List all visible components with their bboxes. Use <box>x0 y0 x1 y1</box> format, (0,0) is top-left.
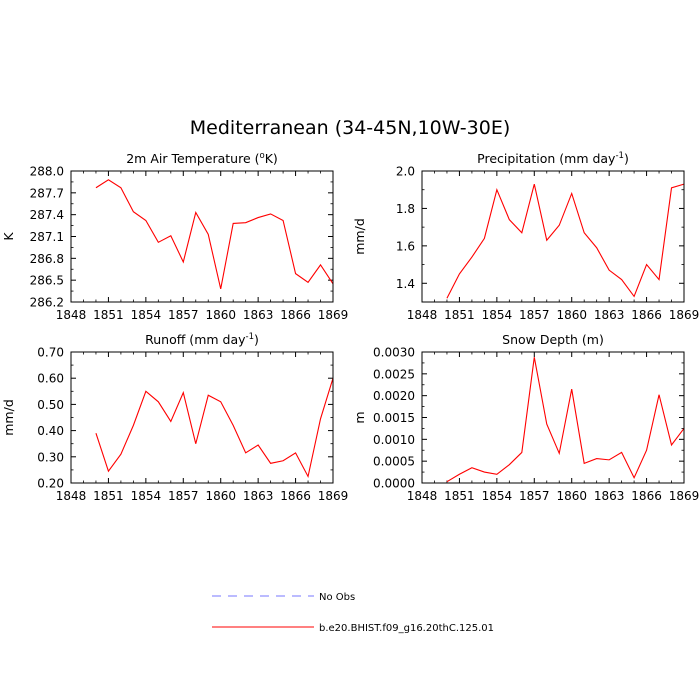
x-tick-label: 1863 <box>594 308 625 322</box>
legend-label: No Obs <box>319 592 355 603</box>
y-tick-label: 2.0 <box>396 165 415 179</box>
panel-title-suffix: K) <box>265 151 278 166</box>
legend-item: No Obs <box>212 592 355 603</box>
y-tick-label: 0.0000 <box>373 477 415 491</box>
y-tick-label: 286.5 <box>30 274 64 288</box>
panel-title: Precipitation (mm day-1) <box>477 151 629 166</box>
y-tick-label: 0.70 <box>37 346 64 360</box>
x-tick-label: 1854 <box>482 489 513 503</box>
y-tick-label: 0.60 <box>37 372 64 386</box>
series-line <box>95 378 334 479</box>
plot-frame <box>70 351 334 484</box>
x-tick-label: 1860 <box>205 489 236 503</box>
y-tick-label: 287.1 <box>30 230 64 244</box>
x-tick-label: 1866 <box>280 308 311 322</box>
x-tick-label: 1851 <box>93 489 124 503</box>
x-tick-label: 1854 <box>131 308 162 322</box>
x-tick-label: 1863 <box>243 489 274 503</box>
x-tick-label: 1857 <box>168 308 199 322</box>
y-tick-label: 0.0030 <box>373 346 415 360</box>
x-tick-label: 1860 <box>556 489 587 503</box>
panel-title-superscript: o <box>260 151 265 161</box>
y-tick-label: 0.0020 <box>373 389 415 403</box>
x-tick-label: 1848 <box>56 489 87 503</box>
x-tick-label: 1848 <box>407 489 438 503</box>
y-tick-label: 287.7 <box>30 186 64 200</box>
x-tick-label: 1854 <box>482 308 513 322</box>
panel-title-text: Snow Depth (m) <box>502 332 604 347</box>
x-tick-label: 1848 <box>56 308 87 322</box>
x-tick-label: 1857 <box>519 308 550 322</box>
x-tick-label: 1857 <box>519 489 550 503</box>
x-tick-label: 1857 <box>168 489 199 503</box>
x-tick-label: 1866 <box>631 308 662 322</box>
series-line <box>446 183 685 299</box>
y-tick-label: 0.0005 <box>373 455 415 469</box>
legend-item: b.e20.BHIST.f09_g16.20thC.125.01 <box>212 623 494 634</box>
y-tick-label: 0.0010 <box>373 433 415 447</box>
series-line <box>95 179 334 290</box>
y-axis-label: K <box>1 232 16 241</box>
legend-label: b.e20.BHIST.f09_g16.20thC.125.01 <box>319 623 494 634</box>
x-tick-label: 1848 <box>407 308 438 322</box>
x-tick-label: 1854 <box>131 489 162 503</box>
y-axis-label: mm/d <box>352 218 367 255</box>
x-tick-label: 1863 <box>243 308 274 322</box>
x-tick-label: 1860 <box>205 308 236 322</box>
plot-frame <box>421 170 685 303</box>
panel-title: Snow Depth (m) <box>502 332 604 347</box>
y-tick-label: 288.0 <box>30 165 64 179</box>
panel-title-text: Runoff (mm day <box>145 332 246 347</box>
x-tick-label: 1866 <box>280 489 311 503</box>
panel-title: Runoff (mm day-1) <box>145 332 259 347</box>
plot-frame <box>70 170 334 303</box>
x-tick-label: 1863 <box>594 489 625 503</box>
panel-title-suffix: ) <box>254 332 259 347</box>
x-tick-label: 1860 <box>556 308 587 322</box>
panel-title-superscript: -1 <box>246 332 254 342</box>
y-tick-label: 0.0025 <box>373 367 415 381</box>
series-line <box>446 357 685 483</box>
panel-title-superscript: -1 <box>615 151 623 161</box>
y-tick-label: 0.40 <box>37 424 64 438</box>
panels: 2m Air Temperature (oK) K 1848 1851 1854 1857… <box>1 151 699 503</box>
y-tick-label: 287.4 <box>30 208 64 222</box>
x-tick-label: 1851 <box>444 308 475 322</box>
y-tick-label: 0.0015 <box>373 411 415 425</box>
x-tick-label: 1851 <box>93 308 124 322</box>
chart-panel-1: 2m Air Temperature (oK) K 1848 1851 1854 1857… <box>1 151 348 322</box>
panel-title-text: 2m Air Temperature ( <box>126 151 259 166</box>
y-tick-label: 1.4 <box>396 277 415 291</box>
y-tick-label: 0.50 <box>37 398 64 412</box>
legend: No Obs b.e20.BHIST.f09_g16.20thC.125.01 <box>212 592 494 634</box>
chart-panel-2: Precipitation (mm day-1) mm/d 1848 1851 1854… <box>352 151 699 322</box>
panel-title-suffix: ) <box>624 151 629 166</box>
x-tick-label: 1869 <box>669 308 700 322</box>
chart-panel-4: Snow Depth (m) m 1848 1851 1854 1857 1860 1863 1… <box>352 332 699 503</box>
panel-title-text: Precipitation (mm day <box>477 151 616 166</box>
panel-title: 2m Air Temperature (oK) <box>126 151 278 166</box>
y-axis-label: m <box>352 411 367 423</box>
y-tick-label: 1.6 <box>396 239 415 253</box>
x-tick-label: 1851 <box>444 489 475 503</box>
plot-frame <box>421 351 685 484</box>
x-tick-label: 1869 <box>318 308 349 322</box>
y-tick-label: 286.8 <box>30 252 64 266</box>
y-axis-label: mm/d <box>1 399 16 436</box>
x-tick-label: 1866 <box>631 489 662 503</box>
y-tick-label: 0.20 <box>37 477 64 491</box>
y-tick-label: 1.8 <box>396 202 415 216</box>
x-tick-label: 1869 <box>669 489 700 503</box>
y-tick-label: 286.2 <box>30 296 64 310</box>
x-tick-label: 1869 <box>318 489 349 503</box>
figure-title: Mediterranean (34-45N,10W-30E) <box>190 117 510 139</box>
y-tick-label: 0.30 <box>37 450 64 464</box>
chart-panel-3: Runoff (mm day-1) mm/d 1848 1851 1854 1857 186… <box>1 332 348 503</box>
